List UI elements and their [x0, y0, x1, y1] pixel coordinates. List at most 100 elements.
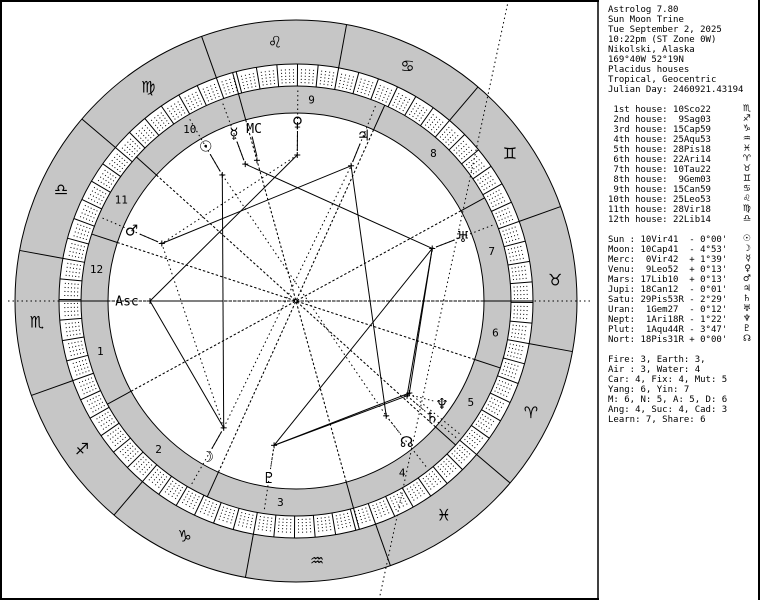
- planet-row: Nept: 1Ari18R - 1°22' ♆: [608, 314, 751, 325]
- chart-place: Nikolski, Alaska: [608, 45, 695, 55]
- house-row: 12th house: 22Lib14 ♎: [608, 214, 751, 225]
- wheel-house-number: 6: [492, 327, 499, 340]
- neptune-icon: ♆: [742, 314, 751, 324]
- info-panel: Astrolog 7.80 Sun Moon Trine Tue Septemb…: [599, 0, 758, 600]
- wheel-sign-leo: ♌: [268, 32, 282, 51]
- wheel-sign-cancer: ♋: [400, 57, 414, 76]
- taurus-icon: ♉: [742, 164, 751, 174]
- wheel-planet-nort: ☊: [400, 433, 413, 451]
- house-row: 2nd house: 9Sag03 ♐: [608, 114, 751, 125]
- house-row: 9th house: 15Can59 ♋: [608, 184, 751, 195]
- house-row: 3rd house: 15Cap59 ♑: [608, 124, 751, 135]
- wheel-sign-sagittarius: ♐: [75, 439, 89, 458]
- wheel-sign-scorpio: ♏: [30, 313, 44, 332]
- wheel-sign-virgo: ♍: [141, 78, 155, 97]
- mars-icon: ♂: [742, 274, 751, 284]
- tally-line: Yang: 6, Yin: 7: [608, 385, 690, 395]
- aquarius-icon: ♒: [742, 134, 751, 144]
- app-title: Astrolog 7.80: [608, 5, 679, 15]
- wheel-planet-uran: ♅: [456, 228, 469, 246]
- pisces-icon: ♓: [742, 144, 751, 154]
- wheel-house-number: 5: [467, 396, 474, 409]
- wheel-sign-aquarius: ♒: [310, 551, 324, 570]
- tally-line: Air : 3, Water: 4: [608, 365, 701, 375]
- planet-row: Nort: 18Pis31R + 0°00' ☊: [608, 334, 751, 345]
- house-cusp-list: 1st house: 10Sco22 ♏ 2nd house: 9Sag03 ♐ 3…: [608, 104, 756, 225]
- ascendant-label: Asc: [115, 295, 138, 310]
- chart-date: Tue September 2, 2025: [608, 25, 722, 35]
- wheel-planet-satu: ♄: [425, 408, 438, 426]
- wheel-house-number: 4: [399, 467, 406, 480]
- uranus-icon: ♅: [742, 304, 751, 314]
- wheel-house-number: 12: [90, 263, 103, 276]
- tally-line: Car: 4, Fix: 4, Mut: 5: [608, 375, 728, 385]
- scorpio-icon: ♏: [742, 104, 751, 114]
- sagittarius-icon: ♐: [742, 114, 751, 124]
- wheel-sign-pisces: ♓: [437, 506, 451, 525]
- chart-coords: 169°40W 52°19N: [608, 55, 684, 65]
- house-row: 11th house: 28Vir18 ♍: [608, 204, 751, 215]
- wheel-house-number: 11: [115, 194, 128, 207]
- planet-row: Sun : 10Vir41 - 0°00' ☉: [608, 234, 751, 245]
- planet-row: Jupi: 18Can12 - 0°01' ♃: [608, 284, 751, 295]
- wheel-house-number: 9: [308, 93, 315, 106]
- house-row: 1st house: 10Sco22 ♏: [608, 104, 751, 115]
- house-system: Placidus houses: [608, 65, 690, 75]
- wheel-house-number: 1: [97, 345, 104, 358]
- planet-row: Mars: 17Lib10 + 0°13' ♂: [608, 274, 751, 285]
- wheel-sign-taurus: ♉: [548, 271, 562, 290]
- house-row: 7th house: 10Tau22 ♉: [608, 164, 751, 175]
- wheel-sign-aries: ♈: [524, 403, 538, 422]
- north-node-icon: ☊: [743, 334, 751, 344]
- tally-line: Ang: 4, Suc: 4, Cad: 3: [608, 405, 728, 415]
- wheel-planet-mars: ♂: [125, 222, 138, 240]
- house-row: 10th house: 25Leo53 ♌: [608, 194, 751, 205]
- leo-icon: ♌: [742, 194, 751, 204]
- chart-subtitle: Sun Moon Trine: [608, 15, 684, 25]
- planet-row: Moon: 10Cap41 - 4°53' ☽: [608, 244, 751, 255]
- house-row: 6th house: 22Ari14 ♈: [608, 154, 751, 165]
- planet-position-list: Sun : 10Vir41 - 0°00' ☉ Moon: 10Cap41 - 4…: [608, 234, 756, 345]
- tally-line: Learn: 7, Share: 6: [608, 415, 706, 425]
- planet-row: Satu: 29Pis53R - 2°29' ♄: [608, 294, 751, 305]
- wheel-planet-jupi: ♃: [357, 126, 370, 144]
- midheaven-label: MC: [246, 122, 262, 137]
- capricorn-icon: ♑: [742, 124, 751, 134]
- wheel-house-number: 10: [183, 123, 196, 136]
- sun-icon: ☉: [742, 234, 751, 244]
- wheel-planet-moon: ☽: [201, 448, 214, 466]
- wheel-sign-gemini: ♊: [503, 144, 517, 163]
- house-row: 8th house: 9Gem03 ♊: [608, 174, 751, 185]
- wheel-house-number: 3: [277, 496, 284, 509]
- house-row: 5th house: 28Pis18 ♓: [608, 144, 751, 155]
- pluto-icon: ♇: [742, 324, 751, 334]
- gemini-icon: ♊: [742, 174, 751, 184]
- libra-icon: ♎: [742, 214, 751, 224]
- wheel-planet-plut: ♇: [262, 469, 275, 487]
- wheel-sign-capricorn: ♑: [177, 527, 191, 546]
- planet-row: Uran: 1Gem27 - 0°12' ♅: [608, 304, 751, 315]
- virgo-icon: ♍: [742, 204, 751, 214]
- wheel-planet-merc: ☿: [229, 124, 238, 142]
- saturn-icon: ♄: [742, 294, 751, 304]
- planet-row: Plut: 1Aqu44R - 3°47' ♇: [608, 324, 751, 335]
- moon-icon: ☽: [742, 244, 751, 254]
- tally-line: M: 6, N: 5, A: 5, D: 6: [608, 395, 728, 405]
- julian-day: Julian Day: 2460921.43194: [608, 85, 744, 95]
- wheel-planet-sun: ☉: [199, 138, 212, 156]
- chart-time: 10:22pm (ST Zone 0W): [608, 35, 717, 45]
- planet-row: Venu: 9Leo52 + 0°13' ♀: [608, 264, 751, 275]
- cancer-icon: ♋: [742, 184, 751, 194]
- wheel-planet-nept: ♆: [435, 395, 448, 413]
- house-row: 4th house: 25Aqu53 ♒: [608, 134, 751, 145]
- tally-line: Fire: 3, Earth: 3,: [608, 355, 706, 365]
- mercury-icon: ☿: [745, 254, 751, 264]
- zodiac-mode: Tropical, Geocentric: [608, 75, 717, 85]
- wheel-sign-libra: ♎: [54, 180, 68, 199]
- element-tally-list: Fire: 3, Earth: 3, Air : 3, Water: 4 Car…: [608, 355, 756, 425]
- wheel-planet-venu: ♀: [292, 113, 303, 131]
- jupiter-icon: ♃: [742, 284, 751, 294]
- venus-icon: ♀: [744, 264, 751, 274]
